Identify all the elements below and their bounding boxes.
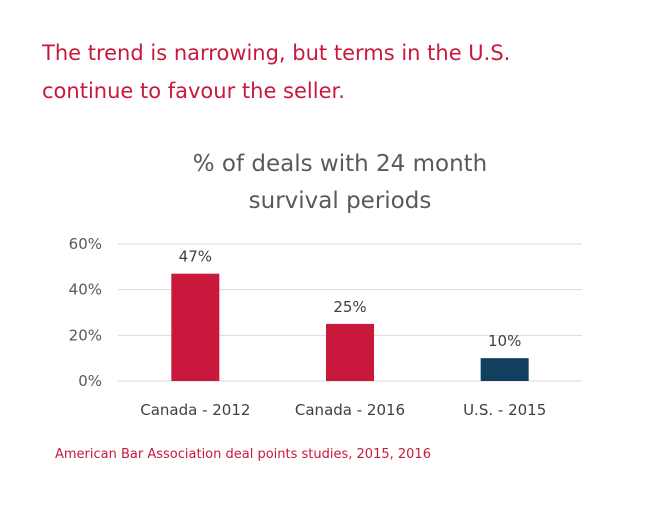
data-label: 25% <box>333 298 366 316</box>
source-note: American Bar Association deal points stu… <box>55 447 431 462</box>
bar <box>480 358 529 381</box>
chart-title-line-2: survival periods <box>248 188 432 214</box>
category-label: U.S. - 2015 <box>463 401 546 419</box>
category-label: Canada - 2016 <box>295 401 405 419</box>
chart-title: % of deals with 24 month survival period… <box>60 146 620 220</box>
data-label: 10% <box>488 332 521 350</box>
headline-line-2: continue to favour the seller. <box>42 79 345 103</box>
data-label: 47% <box>179 248 212 266</box>
category-label: Canada - 2012 <box>140 401 250 419</box>
headline: The trend is narrowing, but terms in the… <box>42 34 622 110</box>
bar <box>171 273 220 381</box>
y-tick-label: 20% <box>69 326 102 344</box>
y-tick-label: 0% <box>78 372 102 390</box>
chart-title-line-1: % of deals with 24 month <box>192 151 488 177</box>
headline-line-1: The trend is narrowing, but terms in the… <box>42 41 511 65</box>
bar <box>326 323 374 381</box>
y-tick-label: 40% <box>69 281 102 299</box>
y-tick-label: 60% <box>69 235 102 253</box>
